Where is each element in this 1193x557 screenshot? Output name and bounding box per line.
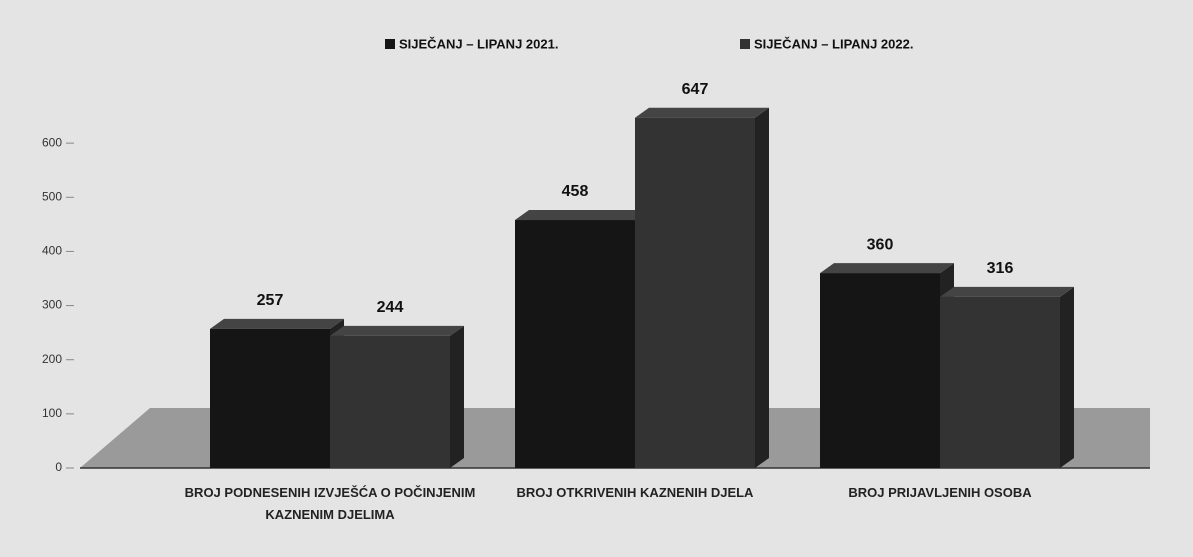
data-label: 647	[682, 81, 709, 98]
bar	[330, 335, 450, 468]
bar-top	[330, 325, 464, 336]
data-label: 458	[562, 183, 589, 200]
bar	[515, 220, 635, 468]
y-tick-label: 100	[42, 406, 62, 420]
bar	[940, 296, 1060, 468]
bar-side	[450, 325, 464, 468]
bar-top	[635, 107, 769, 118]
bar-side	[755, 107, 769, 469]
bar	[820, 273, 940, 468]
bar-top	[515, 210, 649, 221]
legend-swatch	[385, 39, 395, 49]
y-tick-label: 400	[42, 244, 62, 258]
data-label: 360	[867, 236, 894, 253]
y-tick-label: 500	[42, 189, 62, 203]
data-label: 244	[377, 299, 404, 316]
x-tick-label: BROJ OTKRIVENIH KAZNENIH DJELA	[516, 485, 754, 500]
bar-side	[1060, 286, 1074, 468]
y-tick-label: 300	[42, 298, 62, 312]
bar	[635, 117, 755, 469]
legend-label: SIJEČANJ – LIPANJ 2021.	[399, 36, 558, 51]
y-tick-label: 200	[42, 352, 62, 366]
legend-swatch	[740, 39, 750, 49]
bar-top	[820, 263, 954, 274]
data-label: 316	[987, 260, 1014, 277]
bar	[210, 328, 330, 468]
legend-label: SIJEČANJ – LIPANJ 2022.	[754, 36, 913, 51]
data-label: 257	[257, 292, 284, 309]
bar-top	[210, 318, 344, 329]
bar-top	[940, 286, 1074, 297]
x-tick-label: BROJ PRIJAVLJENIH OSOBA	[848, 485, 1032, 500]
y-tick-label: 0	[55, 460, 62, 474]
x-tick-label: BROJ PODNESENIH IZVJEŠĆA O POČINJENIM KA…	[184, 485, 476, 522]
y-tick-label: 600	[42, 135, 62, 149]
